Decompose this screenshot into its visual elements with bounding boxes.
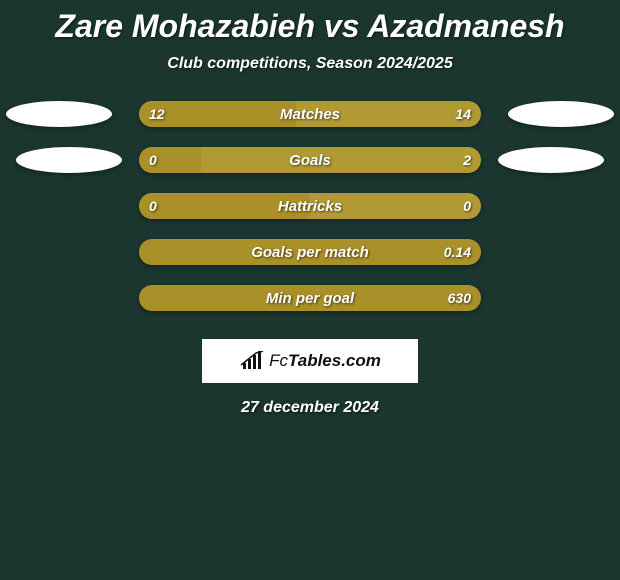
stat-value-right: 630 (448, 285, 471, 311)
stat-bar: 0Goals2 (139, 147, 481, 173)
stat-bar: Min per goal630 (139, 285, 481, 311)
stat-row: 0Goals2 (0, 147, 620, 173)
stat-value-left: 12 (149, 101, 165, 127)
logo-box: FcTables.com (202, 339, 418, 383)
stat-row: 12Matches14 (0, 101, 620, 127)
stat-row: Min per goal630 (0, 285, 620, 311)
bar-left-fill (139, 193, 310, 219)
stat-bar: Goals per match0.14 (139, 239, 481, 265)
stat-value-right: 2 (463, 147, 471, 173)
stat-label: Min per goal (139, 285, 481, 311)
stat-value-left: 0 (149, 147, 157, 173)
subtitle: Club competitions, Season 2024/2025 (0, 55, 620, 73)
stat-value-right: 0.14 (444, 239, 471, 265)
stat-value-right: 14 (455, 101, 471, 127)
stat-bar: 0Hattricks0 (139, 193, 481, 219)
stat-row: Goals per match0.14 (0, 239, 620, 265)
stat-value-right: 0 (463, 193, 471, 219)
player-ellipse-right (498, 147, 604, 173)
stat-rows: 12Matches14 0Goals2 0Hattricks0 Goals per m… (0, 101, 620, 311)
page-title: Zare Mohazabieh vs Azadmanesh (0, 8, 620, 45)
player-ellipse-left (16, 147, 122, 173)
chart-icon (239, 351, 265, 371)
stat-value-left: 0 (149, 193, 157, 219)
player-ellipse-left (6, 101, 112, 127)
player-ellipse-right (508, 101, 614, 127)
logo-text: FcTables.com (269, 351, 381, 371)
date-text: 27 december 2024 (0, 399, 620, 417)
stat-label: Goals per match (139, 239, 481, 265)
stat-bar: 12Matches14 (139, 101, 481, 127)
stat-row: 0Hattricks0 (0, 193, 620, 219)
comparison-widget: Zare Mohazabieh vs Azadmanesh Club compe… (0, 0, 620, 417)
